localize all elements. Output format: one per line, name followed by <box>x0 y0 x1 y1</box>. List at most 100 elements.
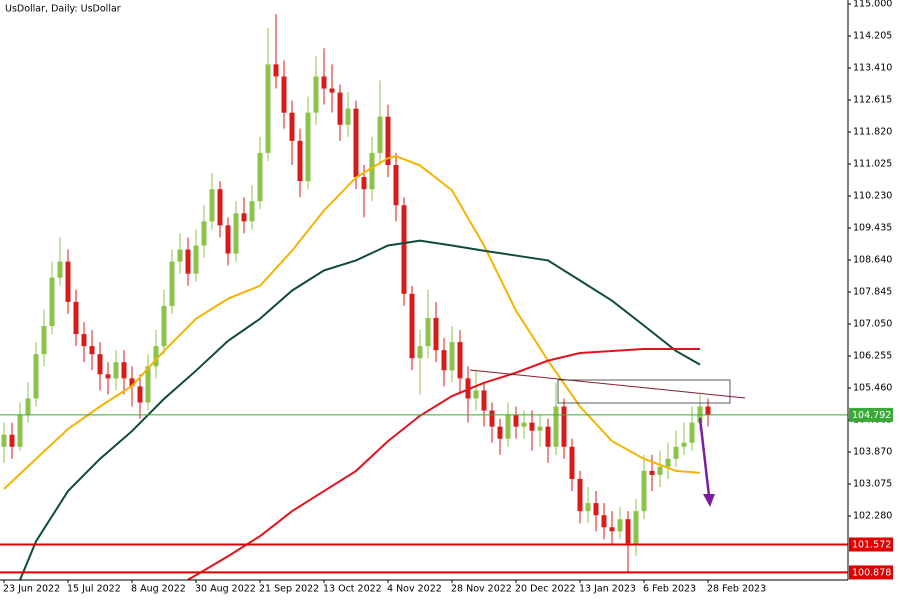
x-tick-label: 4 Nov 2022 <box>387 584 442 595</box>
y-tick-label: 114.205 <box>853 31 892 42</box>
candle-body <box>561 406 567 447</box>
candle-body <box>633 511 639 544</box>
candle-body <box>521 422 527 427</box>
price-label-box <box>849 565 893 580</box>
price-label: 100.878 <box>852 567 891 578</box>
candle-body <box>657 466 663 475</box>
candle-body <box>265 64 271 153</box>
candle-body <box>505 414 511 439</box>
candle-body <box>377 116 383 153</box>
x-tick-label: 13 Oct 2022 <box>323 584 382 595</box>
trend-line <box>469 369 746 399</box>
moving-average-line <box>19 239 701 581</box>
candle-body <box>353 108 359 178</box>
candle-body <box>161 305 167 347</box>
candle-body <box>649 470 655 475</box>
candle-body <box>177 249 183 262</box>
y-tick-label: 109.435 <box>853 223 892 234</box>
price-label-box <box>849 537 893 552</box>
candle-body <box>577 478 583 512</box>
candle-body <box>169 261 175 306</box>
candle-body <box>25 398 31 415</box>
candle-body <box>121 362 127 379</box>
candle-body <box>385 116 391 166</box>
candle-body <box>217 189 223 226</box>
candle-body <box>545 426 551 447</box>
candle-body <box>609 527 615 532</box>
candle-body <box>73 301 79 335</box>
candle-body <box>393 165 399 206</box>
candle-body <box>257 152 263 202</box>
y-tick-label: 115.000 <box>853 0 892 10</box>
moving-average-line <box>3 155 701 490</box>
chart-title: UsDollar, Daily: UsDollar <box>5 4 121 15</box>
candle-body <box>489 410 495 427</box>
y-tick-label: 107.050 <box>853 319 892 330</box>
candle-body <box>313 76 319 113</box>
candle-body <box>113 362 119 379</box>
candle-body <box>553 406 559 447</box>
candle-body <box>329 88 335 93</box>
candle-body <box>89 346 95 355</box>
x-tick-label: 6 Feb 2023 <box>643 584 696 595</box>
y-tick-label: 111.820 <box>853 127 892 138</box>
x-tick-label: 23 Jun 2022 <box>3 584 60 595</box>
candle-body <box>569 446 575 479</box>
y-tick-label: 113.410 <box>853 63 892 74</box>
x-tick-label: 28 Nov 2022 <box>451 584 512 595</box>
price-label: 101.572 <box>852 539 891 550</box>
x-tick-label: 8 Aug 2022 <box>131 584 186 595</box>
candle-body <box>401 205 407 294</box>
candle-body <box>49 277 55 327</box>
x-tick-label: 28 Feb 2023 <box>707 584 766 595</box>
candle-body <box>41 326 47 355</box>
price-label-box <box>849 407 893 422</box>
candle-body <box>225 225 231 254</box>
candle-body <box>473 390 479 399</box>
candle-body <box>641 470 647 512</box>
candle-body <box>321 76 327 89</box>
candle-body <box>305 112 311 182</box>
y-tick-label: 110.230 <box>853 191 892 202</box>
y-tick-label: 102.280 <box>853 511 892 522</box>
candle-body <box>625 519 631 544</box>
candle-body <box>241 213 247 222</box>
candle-body <box>17 414 23 447</box>
candle-body <box>681 442 687 447</box>
candle-body <box>201 221 207 246</box>
y-tick-label: 105.460 <box>853 383 892 394</box>
candle-body <box>673 446 679 459</box>
candle-body <box>417 346 423 359</box>
y-tick-label: 103.075 <box>853 479 892 490</box>
candle-body <box>481 390 487 411</box>
candle-body <box>537 426 543 431</box>
candle-body <box>433 317 439 351</box>
candle-body <box>601 515 607 528</box>
candle-body <box>593 503 599 516</box>
candle-body <box>585 503 591 512</box>
y-tick-label: 112.615 <box>853 95 892 106</box>
candle-body <box>529 422 535 431</box>
candle-body <box>345 108 351 125</box>
candle-body <box>9 434 15 447</box>
candle-body <box>193 245 199 274</box>
candle-body <box>65 261 71 302</box>
candle-body <box>369 152 375 190</box>
candle-body <box>617 519 623 532</box>
candle-body <box>105 374 111 379</box>
candle-body <box>689 422 695 443</box>
candle-body <box>281 76 287 113</box>
candle-body <box>145 366 151 403</box>
candle-body <box>289 112 295 141</box>
candle-body <box>33 354 39 399</box>
y-tick-label: 107.845 <box>853 287 892 298</box>
candle-body <box>57 261 63 278</box>
x-tick-label: 30 Aug 2022 <box>195 584 256 595</box>
candle-body <box>337 92 343 125</box>
candle-body <box>425 317 431 347</box>
candle-body <box>297 140 303 182</box>
candle-body <box>97 354 103 375</box>
y-tick-label: 111.025 <box>853 159 892 170</box>
